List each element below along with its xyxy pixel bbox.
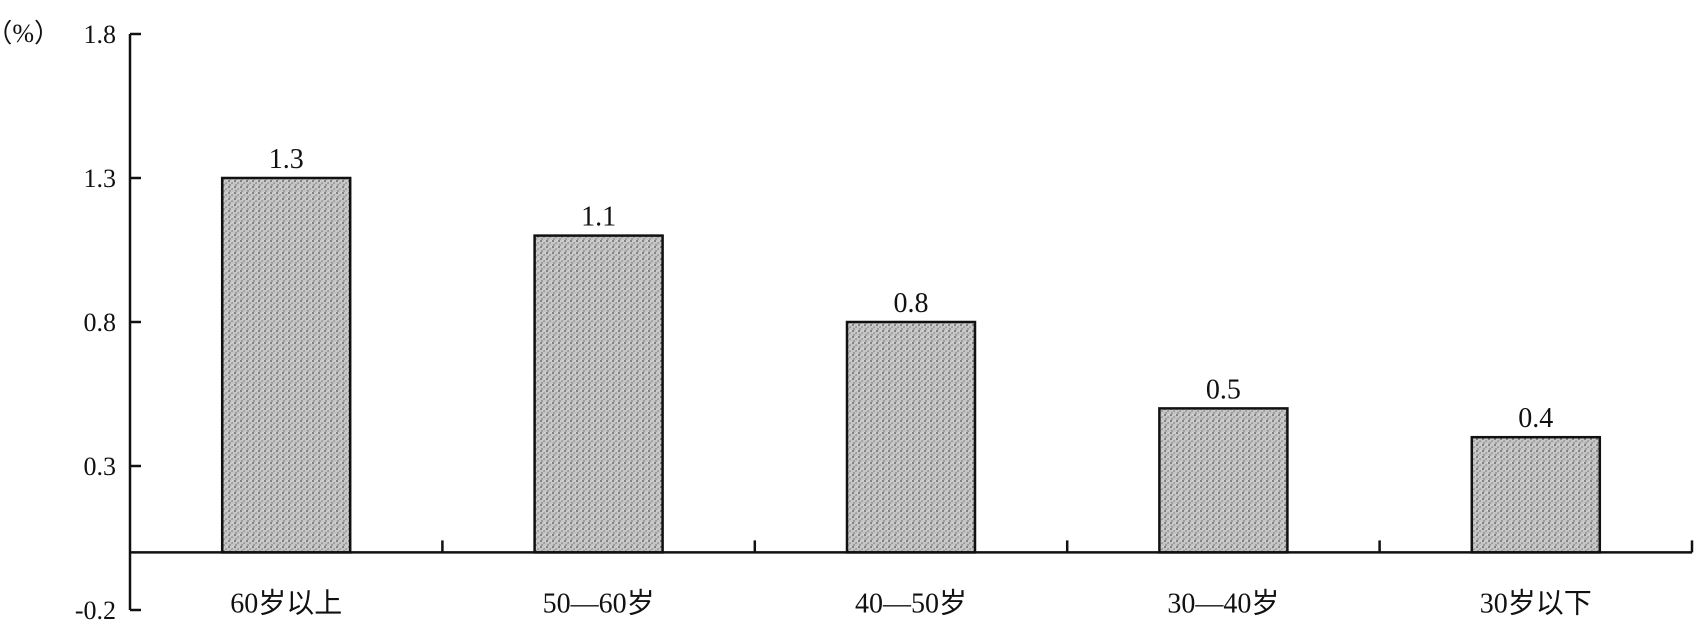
category-labels-group: 60岁以上 50—60岁 40—50岁 30—40岁 30岁以下 <box>230 587 1592 619</box>
bar <box>1470 435 1602 554</box>
y-tick-label: 1.8 <box>84 20 117 49</box>
data-label: 0.5 <box>1206 374 1241 405</box>
data-label: 1.3 <box>269 144 304 175</box>
category-label: 50—60岁 <box>543 587 655 619</box>
category-label: 30岁以下 <box>1480 587 1592 619</box>
y-axis-unit-label: （%） <box>0 19 60 48</box>
y-tick-label: 0.3 <box>84 452 117 481</box>
data-labels-group: 1.3 1.1 0.8 0.5 0.4 <box>269 144 1554 434</box>
bar <box>845 320 977 554</box>
bar <box>533 234 664 554</box>
bar <box>220 176 352 554</box>
bars-group <box>220 176 1602 554</box>
axes-group <box>128 34 1694 610</box>
y-tick-label: 1.3 <box>84 164 117 193</box>
bar <box>1158 407 1289 554</box>
data-label: 1.1 <box>581 202 616 233</box>
category-label: 30—40岁 <box>1167 587 1279 619</box>
category-label: 40—50岁 <box>855 587 967 619</box>
y-tick-label: -0.2 <box>75 596 116 625</box>
category-label: 60岁以上 <box>230 587 342 619</box>
y-tick-label: 0.8 <box>84 308 117 337</box>
y-axis-ticks: -0.2 0.3 0.8 1.3 1.8 <box>75 20 141 625</box>
data-label: 0.8 <box>894 288 929 319</box>
data-label: 0.4 <box>1518 403 1553 434</box>
